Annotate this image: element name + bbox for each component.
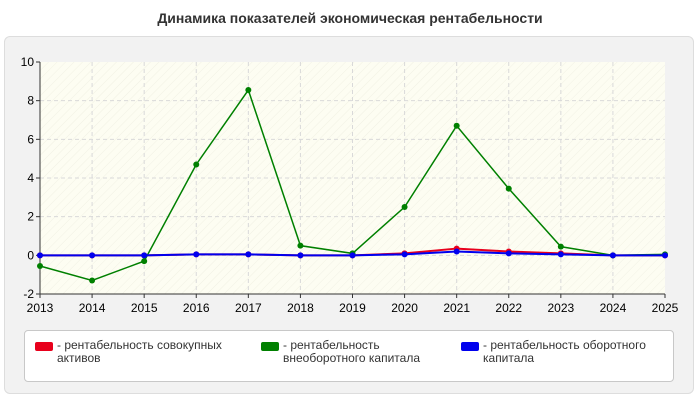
x-tick-label: 2023 [547, 301, 574, 315]
series-2-point[interactable] [297, 242, 304, 249]
series-2-point[interactable] [505, 185, 512, 192]
y-tick-label: 10 [21, 55, 35, 69]
x-tick-label: 2022 [495, 301, 522, 315]
series-3-point[interactable] [141, 252, 148, 259]
series-3-point[interactable] [453, 248, 460, 255]
y-tick-label: 4 [27, 171, 34, 185]
series-2-point[interactable] [401, 204, 408, 210]
series-3-point[interactable] [297, 252, 304, 259]
chart-title: Динамика показателей экономическая рента… [157, 10, 543, 26]
series-2-point[interactable] [557, 243, 564, 250]
series-3-point[interactable] [505, 250, 512, 257]
series-3-point[interactable] [89, 252, 96, 259]
series-2-point[interactable] [193, 161, 200, 168]
y-tick-labels: -2 0 2 4 6 8 10 [21, 55, 35, 301]
series-lines [37, 87, 668, 284]
series-3-point[interactable] [609, 252, 616, 259]
x-tick-label: 2017 [235, 301, 262, 315]
series-3-point[interactable] [401, 251, 408, 258]
series-2-point[interactable] [141, 258, 148, 265]
y-tick-label: 6 [27, 132, 34, 146]
x-tick-label: 2013 [27, 301, 54, 315]
series-2-point[interactable] [89, 277, 96, 284]
series-3 [37, 248, 668, 259]
x-tick-label: 2019 [339, 301, 366, 315]
x-tick-label: 2025 [652, 301, 679, 315]
x-tick-label: 2020 [391, 301, 418, 315]
x-tick-label: 2024 [600, 301, 627, 315]
y-tick-label: -2 [23, 287, 34, 301]
series-3-point[interactable] [245, 251, 252, 258]
x-tick-label: 2021 [443, 301, 470, 315]
series-3-point[interactable] [37, 252, 43, 259]
series-3-point[interactable] [193, 251, 200, 258]
legend-swatch-series-2 [261, 342, 279, 351]
x-tick-labels: 2013 2014 2015 2016 2017 2018 2019 2020 2021 2022… [27, 301, 679, 315]
legend-swatch-series-1 [35, 342, 53, 351]
series-2-point[interactable] [245, 87, 252, 94]
x-tick-label: 2014 [79, 301, 106, 315]
y-tick-label: 8 [27, 94, 34, 108]
legend-label-series-2: - рентабельность внеоборотного капитала [283, 338, 420, 365]
series-2-point[interactable] [453, 122, 460, 129]
series-3-point[interactable] [349, 252, 356, 259]
series-3-point[interactable] [662, 252, 668, 259]
series-2-point[interactable] [37, 262, 43, 269]
legend: - рентабельность совокупных активов - ре… [24, 330, 674, 382]
y-tick-label: 2 [27, 210, 34, 224]
legend-label-series-1: - рентабельность совокупных активов [57, 338, 222, 365]
x-tick-label: 2018 [287, 301, 314, 315]
y-tick-label: 0 [27, 248, 34, 262]
x-tick-label: 2015 [131, 301, 158, 315]
x-tick-label: 2016 [183, 301, 210, 315]
legend-label-series-3: - рентабельность оборотного капитала [483, 338, 646, 365]
series-3-point[interactable] [557, 251, 564, 258]
legend-swatch-series-3 [461, 342, 479, 351]
grid-lines [40, 62, 665, 294]
